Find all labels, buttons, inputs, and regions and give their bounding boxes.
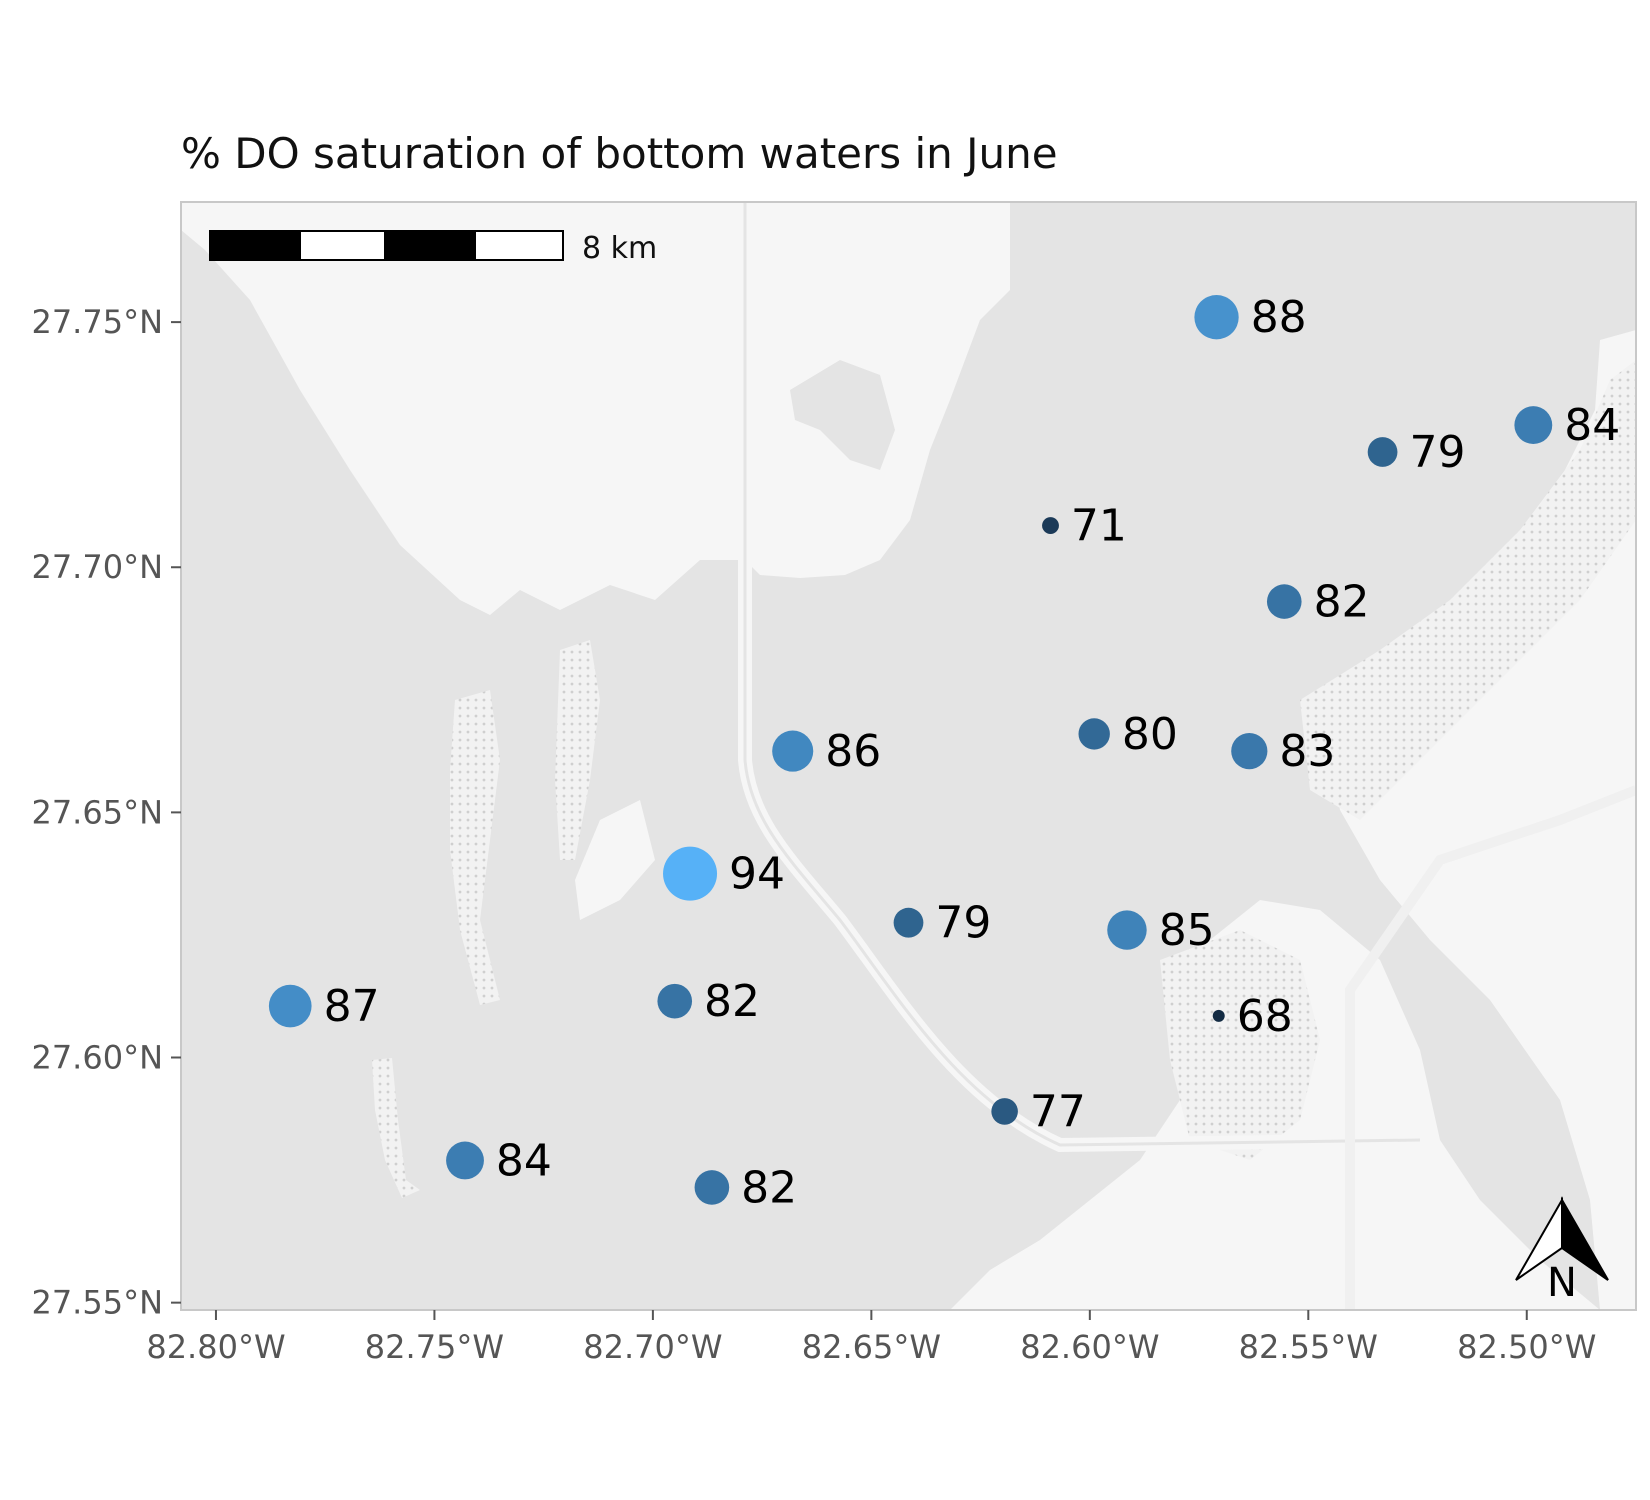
station-point bbox=[1107, 910, 1147, 950]
station-point bbox=[1078, 718, 1110, 750]
station-point bbox=[1042, 517, 1059, 534]
east-road bbox=[1345, 785, 1636, 1310]
station-point bbox=[657, 983, 693, 1019]
x-tick-label: 82.70°W bbox=[583, 1328, 722, 1366]
scale-bar-segment-3 bbox=[384, 230, 476, 261]
station-label: 88 bbox=[1251, 292, 1307, 343]
land-northwest bbox=[181, 202, 745, 615]
station-label: 84 bbox=[1564, 400, 1620, 451]
station-label: 86 bbox=[825, 726, 881, 777]
y-axis: 27.75°N 27.70°N 27.65°N 27.60°N 27.55°N bbox=[31, 303, 181, 1322]
station-label: 94 bbox=[729, 849, 785, 900]
data-labels: 88 84 79 71 82 80 83 86 94 79 85 87 82 68 77 84 82 bbox=[324, 292, 1621, 1213]
island-key bbox=[575, 800, 655, 920]
scale-bar-label: 8 km bbox=[582, 231, 657, 266]
barrier-island-3 bbox=[372, 1058, 420, 1198]
station-label: 82 bbox=[741, 1162, 797, 1213]
scale-bar-segment-1 bbox=[209, 230, 301, 261]
station-point bbox=[893, 907, 924, 938]
station-point bbox=[1194, 295, 1239, 340]
chart-title: % DO saturation of bottom waters in June bbox=[181, 129, 1058, 178]
station-point bbox=[268, 984, 312, 1028]
station-label: 85 bbox=[1159, 905, 1215, 956]
scale-bar: 8 km bbox=[209, 230, 657, 266]
x-tick-label: 82.75°W bbox=[365, 1328, 504, 1366]
north-arrow-label: N bbox=[1547, 1260, 1577, 1306]
station-point bbox=[1212, 1009, 1225, 1022]
scale-bar-segment-2 bbox=[299, 230, 386, 261]
station-label: 79 bbox=[1409, 427, 1465, 478]
station-point bbox=[1367, 437, 1398, 467]
north-arrow-right bbox=[1561, 1196, 1609, 1281]
barrier-island-2 bbox=[555, 640, 600, 860]
x-tick-label: 82.55°W bbox=[1239, 1328, 1378, 1366]
station-label: 87 bbox=[324, 981, 380, 1032]
data-points bbox=[268, 295, 1553, 1205]
y-tick-label: 27.55°N bbox=[31, 1284, 163, 1322]
marsh-southeast bbox=[1160, 930, 1320, 1160]
station-point bbox=[991, 1098, 1018, 1125]
station-label: 68 bbox=[1237, 991, 1293, 1042]
y-tick-label: 27.70°N bbox=[31, 548, 163, 586]
station-point bbox=[1266, 584, 1302, 619]
map-panel bbox=[180, 201, 1637, 1311]
station-label: 80 bbox=[1122, 709, 1178, 760]
station-label: 77 bbox=[1030, 1086, 1086, 1137]
station-point bbox=[446, 1141, 484, 1180]
station-point bbox=[1231, 732, 1268, 770]
y-tick-label: 27.65°N bbox=[31, 793, 163, 831]
station-label: 84 bbox=[496, 1135, 552, 1186]
y-tick-label: 27.75°N bbox=[31, 303, 163, 341]
marsh-northeast bbox=[1300, 360, 1636, 820]
water-inlet bbox=[790, 360, 895, 470]
station-point bbox=[663, 846, 718, 901]
station-label: 82 bbox=[1314, 577, 1370, 628]
station-label: 79 bbox=[935, 898, 991, 949]
y-tick-label: 27.60°N bbox=[31, 1039, 163, 1077]
station-label: 83 bbox=[1279, 726, 1335, 777]
station-label: 82 bbox=[704, 976, 760, 1027]
x-tick-label: 82.50°W bbox=[1457, 1328, 1596, 1366]
scale-bar-segment-4 bbox=[474, 230, 564, 261]
panel-border bbox=[180, 201, 1637, 1311]
station-point bbox=[772, 730, 814, 772]
north-arrow: N bbox=[1515, 1196, 1609, 1306]
barrier-island-1 bbox=[450, 690, 500, 1005]
basemap bbox=[181, 202, 1636, 1310]
x-tick-label: 82.65°W bbox=[802, 1328, 941, 1366]
station-point bbox=[1514, 406, 1553, 444]
x-axis: 82.80°W 82.75°W 82.70°W 82.65°W 82.60°W 82.55… bbox=[146, 1310, 1596, 1366]
station-point bbox=[694, 1170, 730, 1205]
station-label: 71 bbox=[1071, 501, 1127, 552]
x-tick-label: 82.80°W bbox=[146, 1328, 285, 1366]
x-tick-label: 82.60°W bbox=[1020, 1328, 1159, 1366]
